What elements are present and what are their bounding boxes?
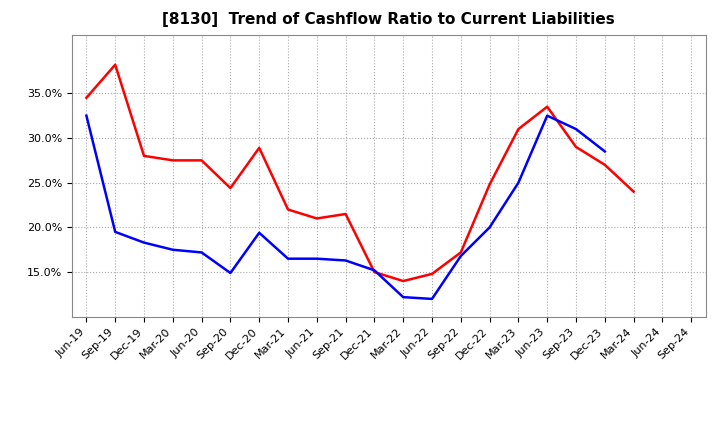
Operating CF to Current Liabilities [485,182,494,187]
Operating CF to Current Liabilities [140,153,148,158]
Line: Operating CF to Current Liabilities: Operating CF to Current Liabilities [86,65,634,281]
Operating CF to Current Liabilities [168,158,177,163]
Operating CF to Current Liabilities [370,269,379,275]
Free CF to Current Liabilities [226,270,235,275]
Free CF to Current Liabilities [168,247,177,253]
Free CF to Current Liabilities [543,113,552,118]
Free CF to Current Liabilities [485,225,494,230]
Line: Free CF to Current Liabilities: Free CF to Current Liabilities [86,116,605,299]
Operating CF to Current Liabilities [312,216,321,221]
Free CF to Current Liabilities [111,229,120,235]
Free CF to Current Liabilities [140,240,148,245]
Operating CF to Current Liabilities [456,250,465,255]
Free CF to Current Liabilities [572,126,580,132]
Free CF to Current Liabilities [428,296,436,301]
Free CF to Current Liabilities [600,149,609,154]
Operating CF to Current Liabilities [572,144,580,150]
Operating CF to Current Liabilities [428,271,436,276]
Operating CF to Current Liabilities [284,207,292,212]
Operating CF to Current Liabilities [111,62,120,67]
Operating CF to Current Liabilities [600,162,609,168]
Operating CF to Current Liabilities [255,145,264,150]
Title: [8130]  Trend of Cashflow Ratio to Current Liabilities: [8130] Trend of Cashflow Ratio to Curren… [163,12,615,27]
Operating CF to Current Liabilities [543,104,552,110]
Free CF to Current Liabilities [284,256,292,261]
Free CF to Current Liabilities [370,268,379,273]
Free CF to Current Liabilities [399,294,408,300]
Operating CF to Current Liabilities [82,95,91,100]
Free CF to Current Liabilities [456,253,465,259]
Operating CF to Current Liabilities [341,211,350,216]
Free CF to Current Liabilities [312,256,321,261]
Free CF to Current Liabilities [514,180,523,185]
Free CF to Current Liabilities [197,250,206,255]
Operating CF to Current Liabilities [226,185,235,191]
Operating CF to Current Liabilities [514,126,523,132]
Free CF to Current Liabilities [255,230,264,235]
Operating CF to Current Liabilities [197,158,206,163]
Operating CF to Current Liabilities [399,279,408,284]
Operating CF to Current Liabilities [629,189,638,194]
Free CF to Current Liabilities [82,113,91,118]
Free CF to Current Liabilities [341,258,350,263]
